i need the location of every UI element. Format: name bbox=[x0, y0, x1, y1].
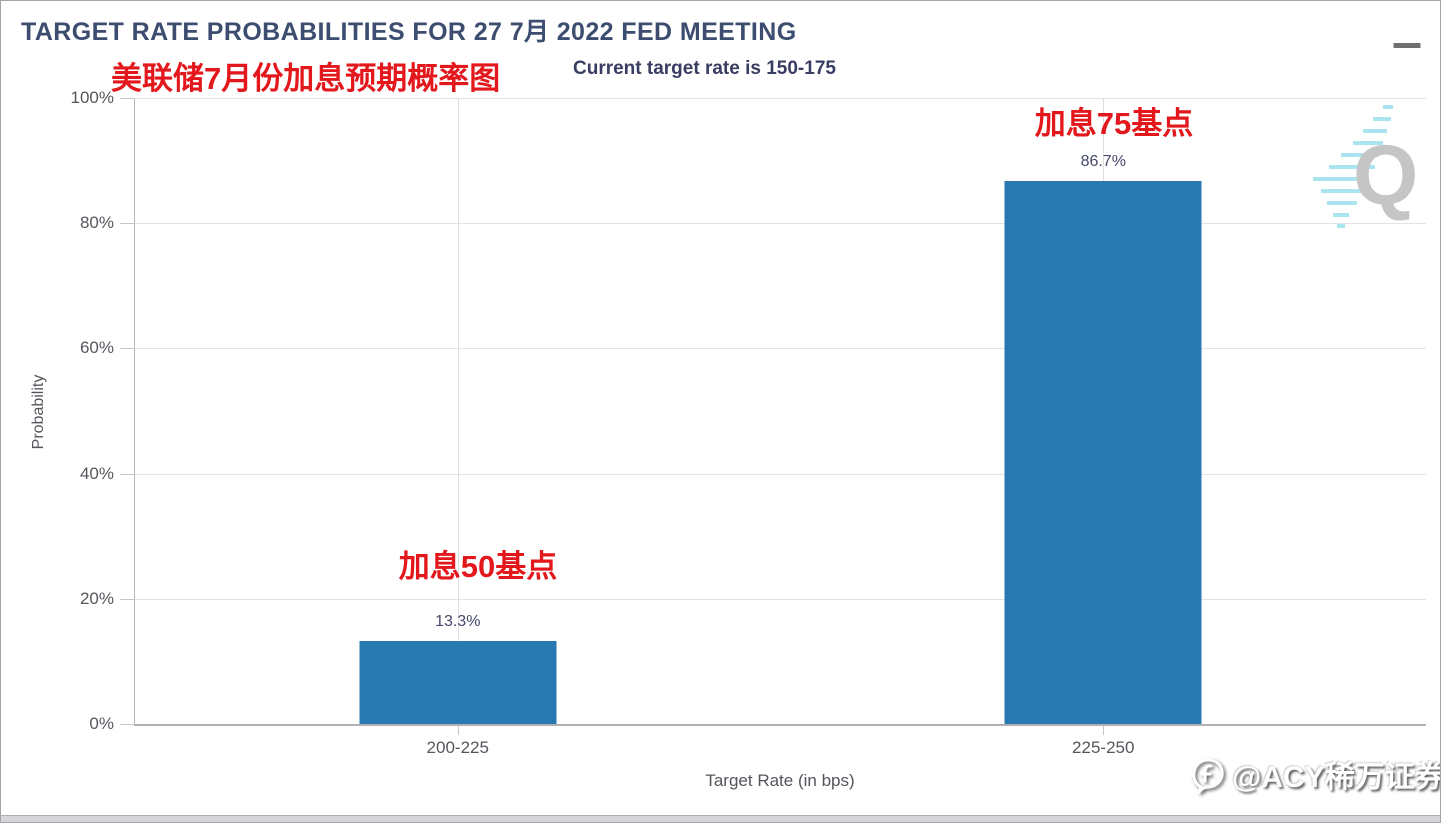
bar-value-label: 13.3% bbox=[435, 612, 481, 630]
chart-subtitle: Current target rate is 150-175 bbox=[573, 58, 836, 79]
x-tick bbox=[1103, 726, 1105, 735]
bottom-strip bbox=[1, 815, 1440, 822]
y-tick bbox=[120, 724, 135, 725]
y-tick-label: 60% bbox=[79, 338, 114, 358]
gridline-80 bbox=[135, 223, 1426, 225]
gridline-100 bbox=[135, 98, 1426, 99]
y-axis-title: Probability bbox=[30, 374, 47, 450]
gridline-40 bbox=[135, 473, 1426, 475]
y-tick-label: 20% bbox=[79, 588, 114, 608]
y-tick bbox=[120, 598, 135, 600]
plot-area: 100% 80% 60% 40% 20% 0% 13.3% 200-225 86… bbox=[71, 88, 1427, 757]
y-tick bbox=[120, 98, 135, 99]
x-category-label: 225-250 bbox=[1072, 738, 1135, 757]
y-tick-label: 0% bbox=[89, 714, 114, 733]
bar-column-225-250: 86.7% 225-250 bbox=[781, 98, 1427, 757]
bar-225-250[interactable] bbox=[1004, 181, 1202, 724]
q-watermark-letter: Q bbox=[1353, 128, 1419, 222]
hamburger-menu-button[interactable] bbox=[1393, 24, 1421, 48]
chart-title: TARGET RATE PROBABILITIES FOR 27 7月 2022… bbox=[21, 18, 797, 46]
vertical-gridline bbox=[457, 98, 459, 724]
annotation-main-title: 美联储7月份加息预期概率图 bbox=[111, 61, 501, 96]
q-watermark-streak bbox=[1313, 105, 1393, 228]
bar-value-label: 86.7% bbox=[1080, 153, 1126, 171]
x-tick bbox=[457, 726, 459, 735]
gridline-60 bbox=[135, 348, 1426, 350]
wechat-channels-icon bbox=[1191, 754, 1225, 794]
annotation-bar1: 加息50基点 bbox=[398, 549, 558, 584]
x-axis-title: Target Rate (in bps) bbox=[705, 771, 855, 790]
y-tick-label: 80% bbox=[79, 213, 114, 233]
y-tick-label: 100% bbox=[70, 88, 114, 107]
bar-200-225[interactable] bbox=[359, 640, 557, 724]
annotation-bar2: 加息75基点 bbox=[1034, 106, 1194, 141]
acy-watermark: @ACY稀万证券 bbox=[1191, 752, 1441, 796]
y-tick-label: 40% bbox=[79, 463, 114, 483]
gridline-20 bbox=[135, 598, 1426, 600]
bar-column-200-225: 13.3% 200-225 bbox=[135, 98, 781, 757]
y-tick bbox=[120, 348, 135, 350]
acy-watermark-label: @ACY稀万证券 bbox=[1232, 761, 1441, 794]
y-tick bbox=[120, 223, 135, 225]
x-category-label: 200-225 bbox=[426, 738, 489, 757]
y-tick bbox=[120, 473, 135, 475]
